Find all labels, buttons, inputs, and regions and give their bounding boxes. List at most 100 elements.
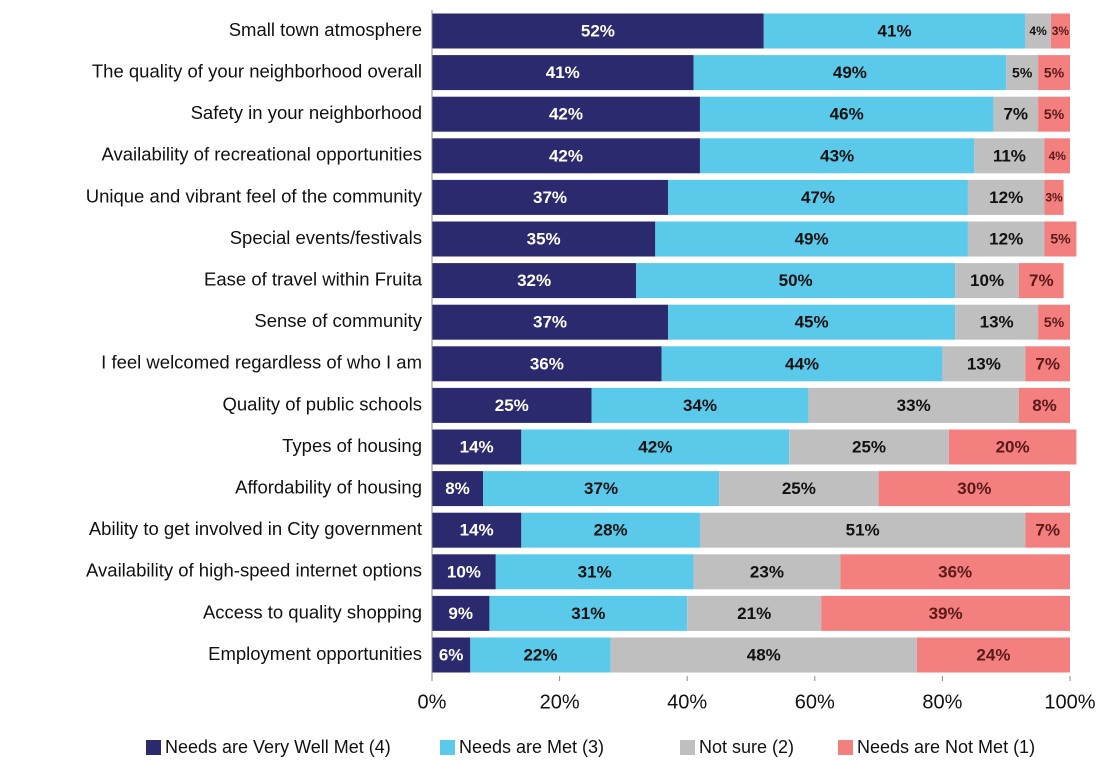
value-label: 23% [750,562,784,581]
bar-segment [655,221,968,257]
bar-segment [687,595,822,631]
value-label: 5% [1044,106,1065,122]
bar-segment [432,471,484,507]
bar-segment [955,304,1039,340]
value-label: 14% [460,521,494,540]
bar-segment [432,429,522,465]
bar-segment [432,179,669,215]
legend-swatch [838,740,853,755]
value-label: 42% [549,146,583,165]
bar-segment [668,304,956,340]
bar-segment [432,96,700,132]
value-label: 7% [1035,521,1060,540]
bar-segment [432,263,637,299]
bar-segment [489,595,688,631]
bar-segment [955,263,1019,299]
bar-segment [432,554,496,590]
value-label: 48% [747,645,781,664]
bar-segment [821,595,1070,631]
value-label: 21% [737,604,771,623]
bar-segment [693,55,1007,91]
value-label: 5% [1012,64,1033,80]
bar-segment [808,387,1019,423]
value-label: 22% [523,645,557,664]
value-label: 37% [584,479,618,498]
bar-segment [693,554,841,590]
bar-segment [432,346,662,382]
bar-segment [1025,13,1051,49]
value-label: 4% [1029,24,1047,38]
category-label: Employment opportunities [208,643,422,664]
bar-segment [789,429,949,465]
category-label: Ease of travel within Fruita [204,268,423,289]
bar-segment [993,96,1039,132]
legend-swatch [440,740,455,755]
bar-segment [840,554,1070,590]
bar-segment [1044,179,1064,215]
category-label: Affordability of housing [235,476,422,497]
bar-segment [495,554,694,590]
bar-segment [1018,263,1064,299]
category-label: Small town atmosphere [229,19,422,40]
legend-label: Needs are Very Well Met (4) [165,737,391,757]
bar-segment [432,637,471,673]
category-label: Safety in your neighborhood [191,102,422,123]
value-label: 4% [1049,149,1067,163]
value-label: 5% [1044,64,1065,80]
bar-segment [661,346,943,382]
legend-swatch [680,740,695,755]
value-label: 31% [578,562,612,581]
value-label: 37% [533,313,567,332]
category-label: Types of housing [282,435,422,456]
legend-label: Needs are Met (3) [459,737,604,757]
bar-segment [878,471,1070,507]
value-label: 47% [801,188,835,207]
category-label: Quality of public schools [223,393,423,414]
legend-swatch [146,740,161,755]
value-label: 50% [779,271,813,290]
category-label: Availability of high-speed internet opti… [86,560,422,581]
value-label: 7% [1035,354,1060,373]
bar-segment [1038,304,1070,340]
x-tick-label: 60% [795,691,835,713]
value-label: 3% [1052,24,1070,38]
bar-segment [521,429,790,465]
x-tick-label: 20% [540,691,580,713]
bar-segment [967,179,1045,215]
value-label: 5% [1044,314,1065,330]
value-label: 52% [581,21,615,40]
category-label: Unique and vibrant feel of the community [86,185,423,206]
value-label: 25% [495,396,529,415]
value-label: 32% [517,271,551,290]
bar-segment [1025,346,1070,382]
value-label: 46% [830,105,864,124]
value-label: 44% [785,354,819,373]
value-label: 49% [795,229,829,248]
value-label: 25% [852,437,886,456]
bar-segment [432,138,700,174]
category-label: Availability of recreational opportuniti… [101,144,422,165]
value-label: 31% [571,604,605,623]
value-label: 41% [878,21,912,40]
x-tick-label: 40% [667,691,707,713]
bar-segment [1025,512,1070,548]
bar-segment [636,263,956,299]
bar-segment [610,637,917,673]
value-label: 6% [439,645,464,664]
bar-segment [432,55,694,91]
category-label: Sense of community [254,310,422,331]
bar-segment [432,13,764,49]
bar-segment [763,13,1026,49]
bar-segment [967,221,1045,257]
bar-segment [432,512,522,548]
value-label: 20% [996,437,1030,456]
value-label: 34% [683,396,717,415]
value-label: 45% [795,313,829,332]
value-label: 30% [957,479,991,498]
value-label: 43% [820,146,854,165]
bar-segment [719,471,879,507]
category-label: Special events/festivals [230,227,422,248]
value-label: 14% [460,437,494,456]
value-label: 42% [638,437,672,456]
